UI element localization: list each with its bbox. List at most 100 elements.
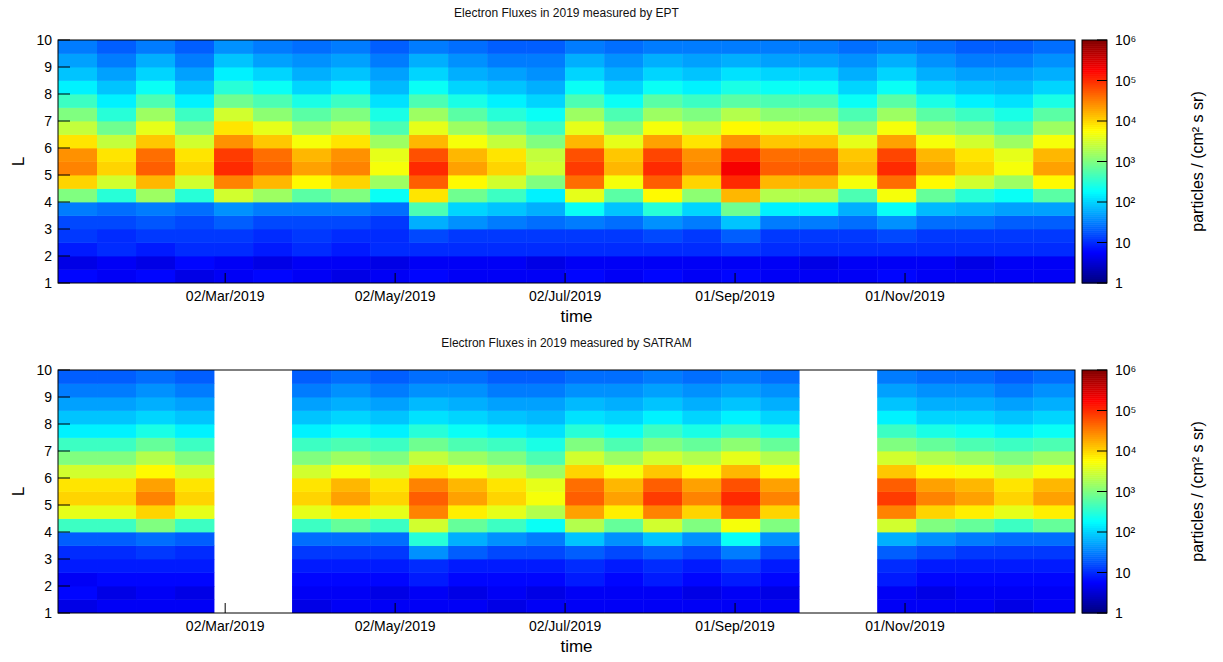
heat-cell bbox=[565, 573, 604, 587]
heat-cell bbox=[136, 94, 175, 108]
heat-cell bbox=[526, 189, 565, 203]
heat-cell bbox=[409, 148, 448, 162]
heat-cell bbox=[955, 532, 994, 546]
heat-cell bbox=[331, 559, 370, 573]
heat-cell bbox=[331, 54, 370, 68]
heat-cell bbox=[643, 270, 682, 284]
heat-cell bbox=[721, 397, 760, 411]
heat-cell bbox=[409, 411, 448, 425]
heat-cell bbox=[682, 148, 721, 162]
heat-cell bbox=[760, 505, 799, 519]
colorbar-tick-label: 1 bbox=[1115, 275, 1123, 291]
y-tick bbox=[58, 451, 70, 452]
heat-cell bbox=[175, 162, 214, 176]
heat-cell bbox=[58, 600, 97, 614]
colorbar-title: particles / (cm² s sr) bbox=[1189, 421, 1206, 561]
heat-cell bbox=[526, 135, 565, 149]
heat-cell bbox=[955, 256, 994, 270]
heat-cell bbox=[292, 532, 331, 546]
heat-cell bbox=[994, 451, 1033, 465]
heat-cell bbox=[955, 573, 994, 587]
heat-cell bbox=[877, 532, 916, 546]
plot-frame bbox=[58, 370, 1075, 613]
heat-cell bbox=[58, 108, 97, 122]
colorbar-tick-label: 10 bbox=[1115, 565, 1131, 581]
heat-cell bbox=[487, 600, 526, 614]
heat-cell bbox=[955, 94, 994, 108]
heat-cell bbox=[58, 546, 97, 560]
heat-cell bbox=[526, 384, 565, 398]
heat-cell bbox=[682, 162, 721, 176]
heat-cell bbox=[916, 175, 955, 189]
heat-cell bbox=[58, 256, 97, 270]
heat-cell bbox=[370, 465, 409, 479]
heat-cell bbox=[604, 478, 643, 492]
heat-cell bbox=[565, 67, 604, 81]
heat-cell bbox=[760, 370, 799, 384]
heat-cell bbox=[565, 108, 604, 122]
heat-cell bbox=[877, 438, 916, 452]
heat-cell bbox=[175, 81, 214, 95]
heat-cell bbox=[604, 532, 643, 546]
heat-cell bbox=[136, 411, 175, 425]
heat-cell bbox=[955, 229, 994, 243]
heat-cell bbox=[487, 94, 526, 108]
heat-cell bbox=[526, 54, 565, 68]
heat-cell bbox=[58, 519, 97, 533]
heat-cell bbox=[175, 505, 214, 519]
heat-cell bbox=[604, 546, 643, 560]
heat-cell bbox=[682, 424, 721, 438]
heat-cell bbox=[292, 243, 331, 257]
x-tick-label: 01/Sep/2019 bbox=[695, 288, 775, 304]
heat-cell bbox=[214, 81, 253, 95]
colorbar-tick-label: 1 bbox=[1115, 605, 1123, 621]
heat-cell bbox=[643, 229, 682, 243]
heat-cell bbox=[1033, 121, 1075, 135]
y-tick bbox=[58, 229, 70, 230]
heat-cell bbox=[877, 492, 916, 506]
heat-cell bbox=[955, 519, 994, 533]
heat-cell bbox=[409, 108, 448, 122]
heat-cell bbox=[331, 67, 370, 81]
heat-cell bbox=[604, 384, 643, 398]
heat-cell bbox=[370, 162, 409, 176]
heat-cell bbox=[370, 478, 409, 492]
heat-cell bbox=[682, 384, 721, 398]
heat-cell bbox=[409, 54, 448, 68]
heat-cell bbox=[526, 243, 565, 257]
heat-cell bbox=[1033, 162, 1075, 176]
heat-cell bbox=[565, 492, 604, 506]
heat-cell bbox=[214, 270, 253, 284]
heat-cell bbox=[799, 40, 838, 54]
heat-cell bbox=[682, 478, 721, 492]
heat-cell bbox=[331, 216, 370, 230]
heat-cell bbox=[643, 438, 682, 452]
heat-cell bbox=[448, 229, 487, 243]
heat-cell bbox=[136, 505, 175, 519]
heat-cell bbox=[409, 135, 448, 149]
heat-cell bbox=[682, 256, 721, 270]
heat-cell bbox=[448, 411, 487, 425]
heat-cell bbox=[1033, 148, 1075, 162]
heat-cell bbox=[955, 492, 994, 506]
heat-cell bbox=[877, 465, 916, 479]
heat-cell bbox=[643, 370, 682, 384]
heat-cell bbox=[877, 121, 916, 135]
heat-cell bbox=[682, 202, 721, 216]
heat-cell bbox=[97, 411, 136, 425]
heat-cell bbox=[487, 40, 526, 54]
heat-cell bbox=[292, 438, 331, 452]
chart-title: Electron Fluxes in 2019 measured by SATR… bbox=[441, 336, 692, 350]
heat-cell bbox=[721, 600, 760, 614]
heat-cell bbox=[1033, 519, 1075, 533]
heat-cell bbox=[916, 546, 955, 560]
heat-cell bbox=[760, 162, 799, 176]
y-tick-label: 9 bbox=[44, 59, 52, 75]
heat-cell bbox=[643, 586, 682, 600]
heat-cell bbox=[487, 559, 526, 573]
heat-cell bbox=[331, 370, 370, 384]
y-tick-label: 9 bbox=[44, 389, 52, 405]
heat-cell bbox=[838, 256, 877, 270]
heat-cell bbox=[643, 559, 682, 573]
y-tick-label: 1 bbox=[44, 275, 52, 291]
